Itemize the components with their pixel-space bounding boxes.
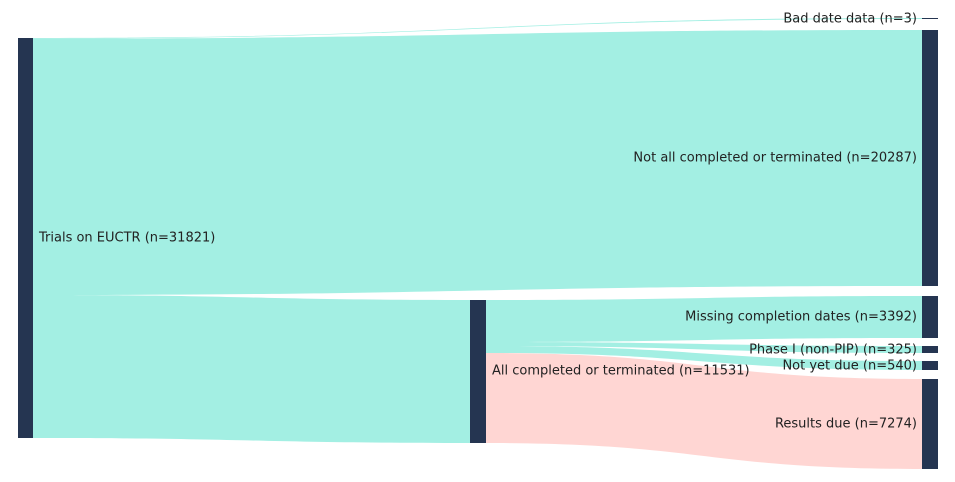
link-euctr-to-bad_date[interactable]	[33, 18, 922, 39]
link-all_completed-to-missing[interactable]	[486, 296, 922, 342]
link-all_completed-to-due[interactable]	[486, 353, 922, 469]
link-all_completed-to-not_due[interactable]	[486, 346, 922, 370]
node-due[interactable]	[922, 379, 938, 469]
node-label-bad_date: Bad date data (n=3)	[783, 12, 917, 27]
sankey-labels: Trials on EUCTR (n=31821) Not all complet…	[38, 12, 917, 432]
node-label-missing: Missing completion dates (n=3392)	[685, 310, 917, 325]
node-all_completed[interactable]	[470, 300, 486, 443]
node-label-due: Results due (n=7274)	[775, 417, 917, 432]
sankey-links	[33, 18, 922, 469]
link-euctr-to-not_all[interactable]	[33, 30, 922, 295]
node-label-euctr: Trials on EUCTR (n=31821)	[38, 231, 215, 246]
node-label-not_all: Not all completed or terminated (n=20287…	[633, 151, 917, 166]
sankey-nodes	[18, 18, 938, 469]
node-label-not_due: Not yet due (n=540)	[782, 359, 917, 374]
node-label-all_completed: All completed or terminated (n=11531)	[492, 364, 750, 379]
node-not_due[interactable]	[922, 361, 938, 370]
node-label-phase1: Phase I (non-PIP) (n=325)	[749, 343, 917, 358]
link-euctr-to-all_completed[interactable]	[33, 295, 470, 443]
node-phase1[interactable]	[922, 346, 938, 353]
node-bad_date[interactable]	[922, 18, 938, 19]
link-all_completed-to-phase1[interactable]	[486, 342, 922, 353]
node-euctr[interactable]	[18, 38, 33, 438]
node-not_all[interactable]	[922, 30, 938, 286]
node-missing[interactable]	[922, 296, 938, 338]
